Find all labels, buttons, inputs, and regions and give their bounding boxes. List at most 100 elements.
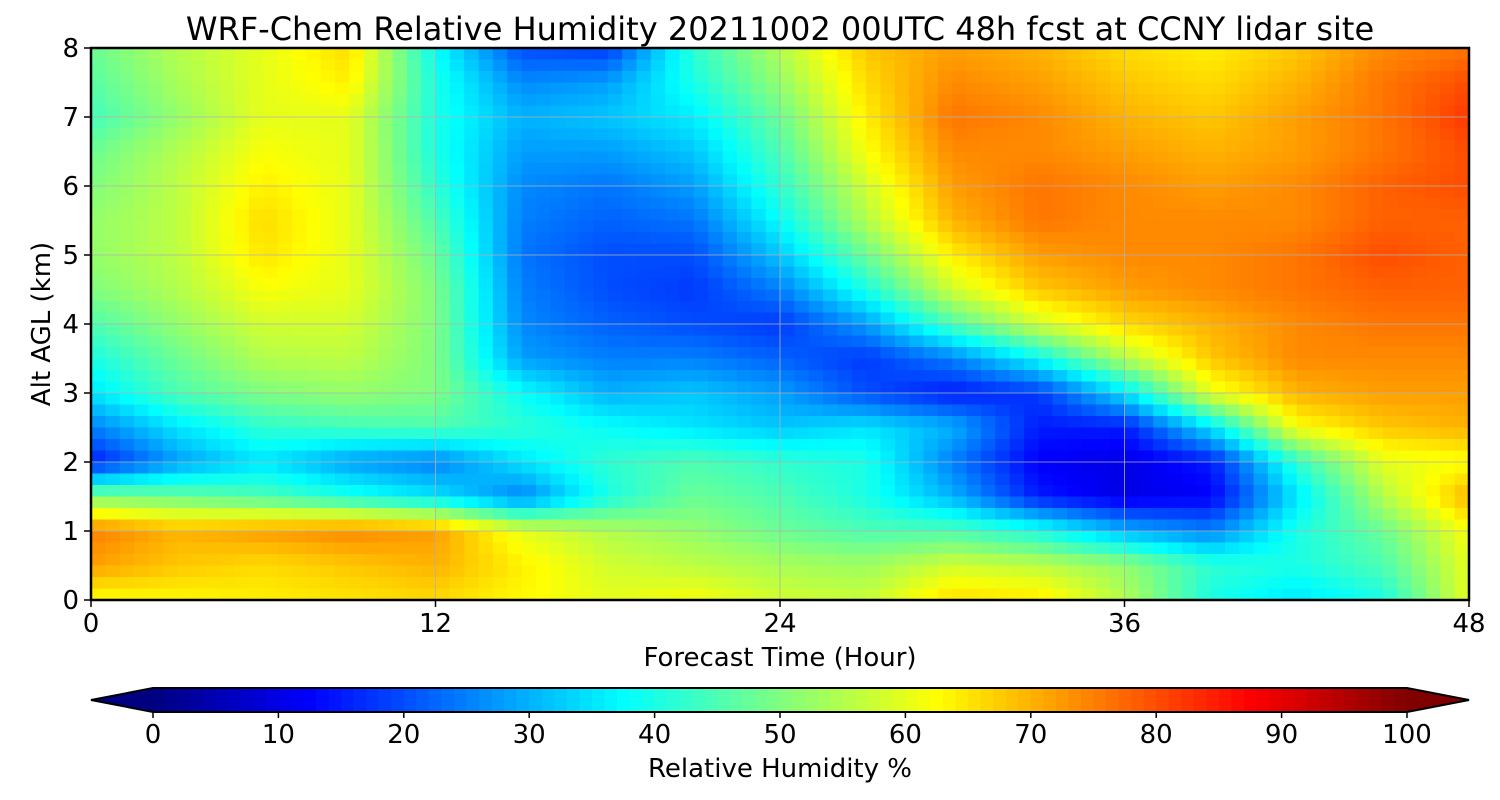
heatmap-cell <box>923 186 939 199</box>
heatmap-cell <box>392 473 408 486</box>
heatmap-cell <box>894 427 910 440</box>
heatmap-cell <box>177 347 193 360</box>
heatmap-cell <box>937 370 953 383</box>
heatmap-cell <box>464 485 480 498</box>
heatmap-cell <box>1339 128 1355 141</box>
heatmap-cell <box>492 232 508 245</box>
heatmap-cell <box>550 462 566 475</box>
heatmap-cell <box>363 370 379 383</box>
heatmap-cell <box>1110 508 1126 521</box>
heatmap-cell <box>535 209 551 222</box>
heatmap-cell <box>1081 197 1097 210</box>
heatmap-cell <box>349 381 365 394</box>
heatmap-cell <box>1138 542 1154 555</box>
heatmap-cell <box>535 485 551 498</box>
heatmap-cell <box>1282 370 1298 383</box>
heatmap-cell <box>248 105 264 118</box>
heatmap-cell <box>191 197 207 210</box>
heatmap-cell <box>248 404 264 417</box>
heatmap-cell <box>794 128 810 141</box>
heatmap-cell <box>880 220 896 233</box>
heatmap-cell <box>894 508 910 521</box>
heatmap-cell <box>105 163 121 176</box>
heatmap-cell <box>1425 335 1441 348</box>
heatmap-cell <box>535 301 551 314</box>
heatmap-cell <box>1382 312 1398 325</box>
heatmap-cell <box>980 439 996 452</box>
heatmap-cell <box>1067 485 1083 498</box>
heatmap-cell <box>1052 289 1068 302</box>
heatmap-cell <box>464 71 480 84</box>
heatmap-cell <box>636 519 652 532</box>
heatmap-cell <box>780 278 795 291</box>
heatmap-cell <box>363 462 379 475</box>
heatmap-cell <box>708 163 724 176</box>
heatmap-cell <box>708 255 724 268</box>
heatmap-cell <box>435 335 451 348</box>
heatmap-cell <box>980 577 996 590</box>
heatmap-cell <box>1181 209 1197 222</box>
heatmap-cell <box>607 48 623 61</box>
heatmap-cell <box>780 565 795 578</box>
heatmap-cell <box>335 71 350 84</box>
heatmap-cell <box>478 508 494 521</box>
heatmap-cell <box>91 48 106 61</box>
heatmap-cell <box>880 186 896 199</box>
heatmap-cell <box>449 531 465 544</box>
heatmap-cell <box>1311 381 1327 394</box>
colorbar-segment <box>165 688 179 712</box>
heatmap-cell <box>320 565 336 578</box>
heatmap-cell <box>478 289 494 302</box>
heatmap-cell <box>1224 588 1240 600</box>
heatmap-cell <box>1339 94 1355 107</box>
heatmap-cell <box>291 496 307 509</box>
heatmap-cell <box>780 301 795 314</box>
heatmap-cell <box>1454 531 1469 544</box>
heatmap-cell <box>736 485 752 498</box>
heatmap-cell <box>205 71 221 84</box>
heatmap-cell <box>91 174 106 187</box>
heatmap-cell <box>1167 128 1183 141</box>
heatmap-cell <box>105 508 121 521</box>
heatmap-cell <box>449 347 465 360</box>
heatmap-cell <box>134 347 150 360</box>
heatmap-cell <box>248 393 264 406</box>
heatmap-cell <box>1009 358 1025 371</box>
heatmap-cell <box>607 462 623 475</box>
heatmap-cell <box>1311 404 1327 417</box>
heatmap-cell <box>650 105 666 118</box>
heatmap-cell <box>1067 427 1083 440</box>
heatmap-cell <box>492 278 508 291</box>
heatmap-cell <box>306 496 322 509</box>
heatmap-cell <box>579 588 594 600</box>
heatmap-cell <box>363 71 379 84</box>
heatmap-cell <box>320 163 336 176</box>
heatmap-cell <box>134 531 150 544</box>
heatmap-cell <box>1095 335 1111 348</box>
heatmap-cell <box>148 335 164 348</box>
heatmap-cell <box>894 496 910 509</box>
heatmap-cell <box>1397 82 1413 95</box>
heatmap-cell <box>220 485 236 498</box>
heatmap-cell <box>1038 473 1054 486</box>
heatmap-cell <box>593 542 609 555</box>
heatmap-cell <box>1368 554 1384 567</box>
heatmap-cell <box>464 209 480 222</box>
heatmap-cell <box>966 519 982 532</box>
colorbar-segment <box>1269 688 1283 712</box>
heatmap-cell <box>952 278 968 291</box>
heatmap-cell <box>579 186 594 199</box>
heatmap-cell <box>335 542 350 555</box>
heatmap-cell <box>1339 266 1355 279</box>
heatmap-cell <box>923 450 939 463</box>
heatmap-cell <box>550 519 566 532</box>
heatmap-cell <box>1239 163 1255 176</box>
heatmap-cell <box>1067 588 1083 600</box>
heatmap-cell <box>952 163 968 176</box>
heatmap-cell <box>291 220 307 233</box>
heatmap-cell <box>478 266 494 279</box>
heatmap-cell <box>1368 197 1384 210</box>
heatmap-cell <box>535 358 551 371</box>
heatmap-cell <box>1339 416 1355 429</box>
heatmap-cell <box>665 174 681 187</box>
